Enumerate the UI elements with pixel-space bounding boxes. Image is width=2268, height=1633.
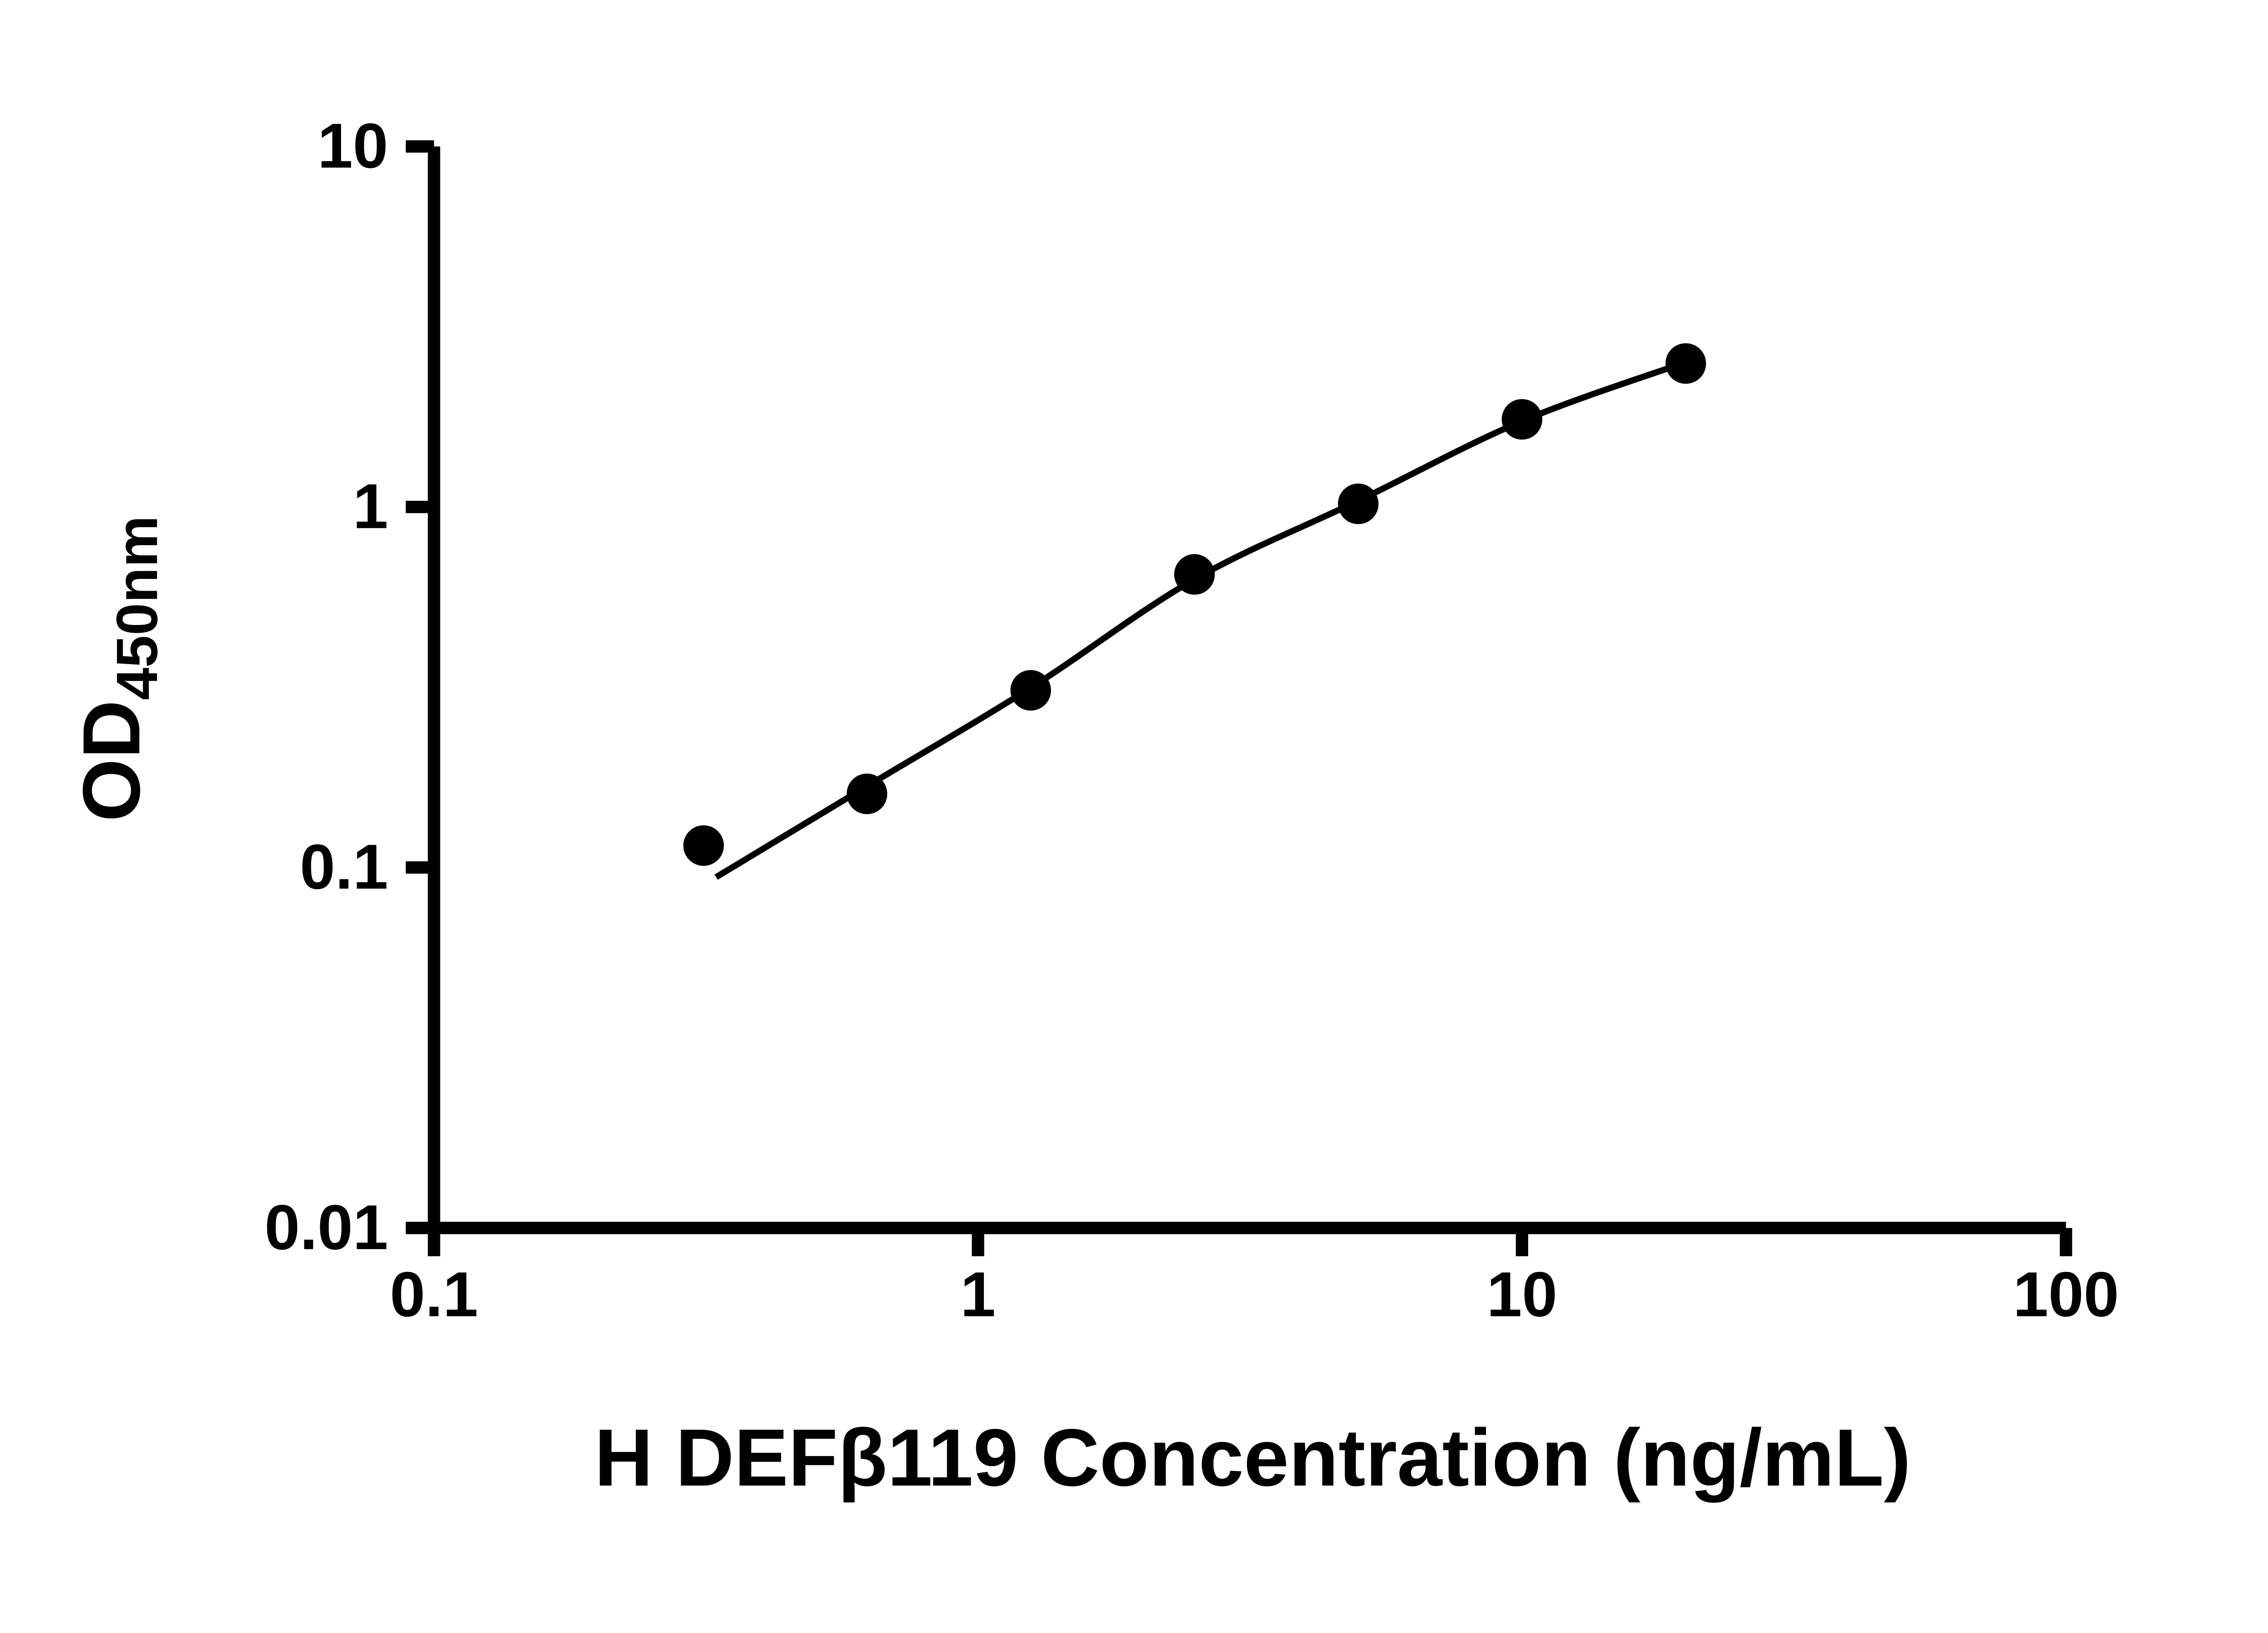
y-tick-label: 0.1 [300, 831, 388, 902]
data-point [683, 825, 724, 866]
data-point [1338, 484, 1379, 524]
axis-lines [428, 146, 2066, 1234]
data-point [1174, 554, 1215, 595]
y-axis-title: OD450nm [66, 516, 170, 822]
data-point [1665, 343, 1706, 384]
data-point [846, 773, 888, 814]
x-tick-label: 1 [960, 1259, 996, 1330]
y-axis-title-main: OD [66, 700, 156, 821]
x-tick-label: 100 [2013, 1259, 2119, 1330]
y-tick-label: 0.01 [264, 1192, 388, 1263]
y-axis-title-subscript: 450nm [105, 516, 170, 700]
x-tick-label: 10 [1486, 1259, 1557, 1330]
y-tick-label: 10 [318, 110, 388, 181]
elisa-standard-curve-figure: 0.1 1 10 100 0.01 0.1 1 10 OD450nm H DEFβ119 Co… [66, 110, 2119, 1503]
x-tick-label: 0.1 [390, 1259, 479, 1330]
y-tick-label: 1 [353, 470, 388, 542]
data-point [1010, 670, 1051, 711]
x-axis-title: H DEFβ119 Concentration (ng/mL) [594, 1412, 1911, 1503]
data-point [1501, 399, 1543, 440]
